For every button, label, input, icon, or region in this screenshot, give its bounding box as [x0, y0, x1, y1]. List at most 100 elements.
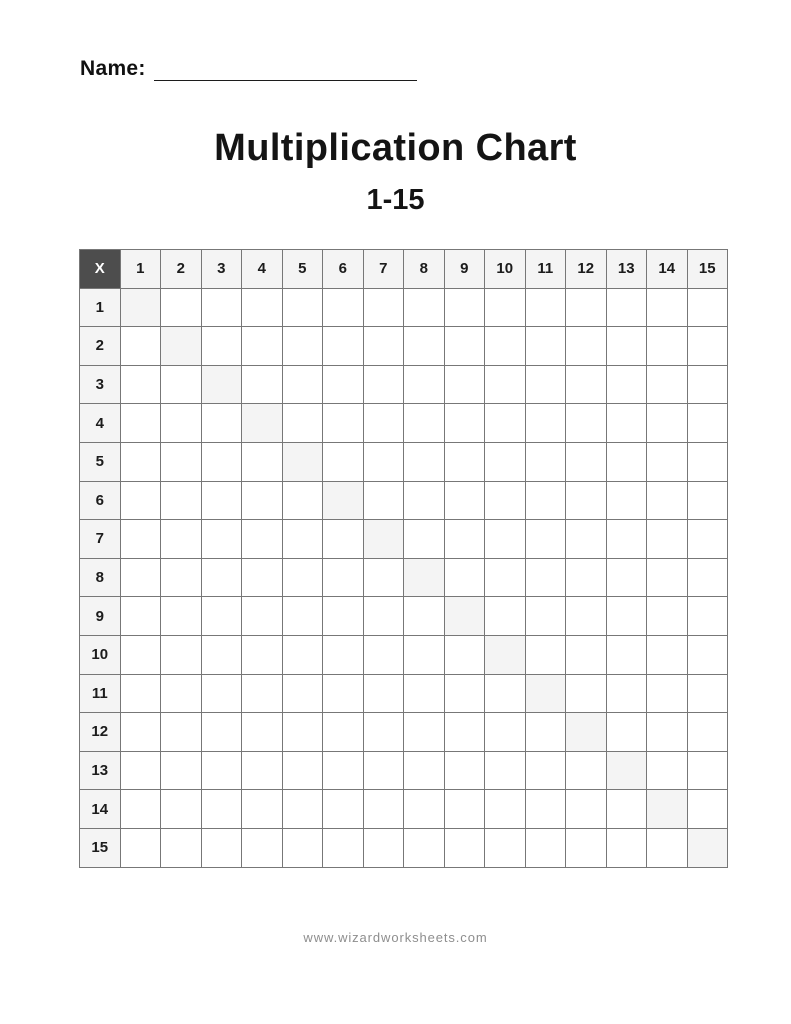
grid-cell: [484, 557, 526, 598]
grid-cell: [241, 326, 283, 366]
grid-cell: [241, 634, 283, 675]
grid-cell: [200, 827, 242, 868]
grid-cell: [403, 519, 445, 559]
grid-cell: [119, 673, 161, 714]
column-header: 13: [605, 249, 647, 289]
diagonal-cell: [686, 827, 728, 868]
row-header: 4: [79, 403, 121, 443]
diagonal-cell: [484, 634, 526, 675]
grid-cell: [362, 750, 404, 791]
table-row: 1: [79, 287, 728, 328]
grid-cell: [362, 712, 404, 752]
grid-cell: [119, 789, 161, 829]
grid-cell: [443, 634, 485, 675]
diagonal-cell: [281, 441, 323, 482]
grid-cell: [484, 364, 526, 405]
grid-cell: [241, 789, 283, 829]
column-header: 7: [362, 249, 404, 289]
table-row: 3: [79, 364, 728, 405]
row-header: 1: [79, 287, 121, 328]
grid-cell: [241, 712, 283, 752]
grid-cell: [160, 750, 202, 791]
grid-cell: [524, 326, 566, 366]
grid-cell: [565, 364, 607, 405]
grid-cell: [322, 326, 364, 366]
diagonal-cell: [119, 287, 161, 328]
table-row: 6: [79, 480, 728, 521]
grid-cell: [403, 441, 445, 482]
grid-cell: [403, 673, 445, 714]
grid-cell: [524, 712, 566, 752]
grid-cell: [281, 403, 323, 443]
grid-cell: [565, 441, 607, 482]
grid-cell: [646, 596, 688, 636]
grid-cell: [281, 596, 323, 636]
row-header: 5: [79, 441, 121, 482]
grid-cell: [362, 287, 404, 328]
grid-cell: [362, 441, 404, 482]
grid-cell: [160, 634, 202, 675]
grid-cell: [646, 519, 688, 559]
diagonal-cell: [403, 557, 445, 598]
grid-cell: [119, 750, 161, 791]
grid-cell: [646, 673, 688, 714]
grid-cell: [484, 287, 526, 328]
table-row: 14: [79, 789, 728, 829]
grid-cell: [322, 673, 364, 714]
grid-cell: [241, 750, 283, 791]
grid-cell: [524, 789, 566, 829]
row-header: 9: [79, 596, 121, 636]
name-blank-line: [153, 56, 417, 81]
row-header: 7: [79, 519, 121, 559]
grid-cell: [484, 750, 526, 791]
grid-cell: [686, 750, 728, 791]
grid-cell: [403, 827, 445, 868]
grid-cell: [646, 441, 688, 482]
row-header: 13: [79, 750, 121, 791]
grid-cell: [281, 673, 323, 714]
column-header: 11: [524, 249, 566, 289]
grid-cell: [646, 827, 688, 868]
grid-cell: [443, 441, 485, 482]
grid-cell: [281, 480, 323, 521]
grid-cell: [403, 634, 445, 675]
grid-cell: [686, 326, 728, 366]
grid-cell: [241, 441, 283, 482]
diagonal-cell: [160, 326, 202, 366]
grid-cell: [119, 596, 161, 636]
table-body: 1 2 3 4 5 6 7 8 9 10 11 12 13 14 15: [79, 287, 728, 868]
grid-cell: [605, 634, 647, 675]
grid-cell: [403, 287, 445, 328]
grid-cell: [686, 519, 728, 559]
grid-cell: [322, 750, 364, 791]
grid-cell: [200, 712, 242, 752]
grid-cell: [443, 673, 485, 714]
diagonal-cell: [322, 480, 364, 521]
grid-cell: [646, 326, 688, 366]
grid-cell: [686, 441, 728, 482]
row-header: 2: [79, 326, 121, 366]
multiplication-grid-wrap: X 1 2 3 4 5 6 7 8 9 10 11 12 13 14 15 1 2 3 4 5 6 7 8 9 10 11 12 13…: [79, 249, 728, 868]
table-row: 13: [79, 750, 728, 791]
grid-cell: [484, 326, 526, 366]
grid-cell: [484, 827, 526, 868]
grid-cell: [524, 634, 566, 675]
grid-cell: [281, 326, 323, 366]
column-header: 10: [484, 249, 526, 289]
grid-cell: [119, 326, 161, 366]
grid-cell: [565, 596, 607, 636]
diagonal-cell: [565, 712, 607, 752]
grid-cell: [241, 519, 283, 559]
grid-cell: [524, 519, 566, 559]
grid-cell: [362, 326, 404, 366]
grid-cell: [484, 789, 526, 829]
grid-cell: [160, 403, 202, 443]
grid-cell: [484, 441, 526, 482]
grid-cell: [119, 827, 161, 868]
grid-cell: [160, 827, 202, 868]
grid-cell: [119, 712, 161, 752]
table-row: 7: [79, 519, 728, 559]
grid-cell: [484, 519, 526, 559]
grid-cell: [403, 326, 445, 366]
grid-cell: [646, 287, 688, 328]
